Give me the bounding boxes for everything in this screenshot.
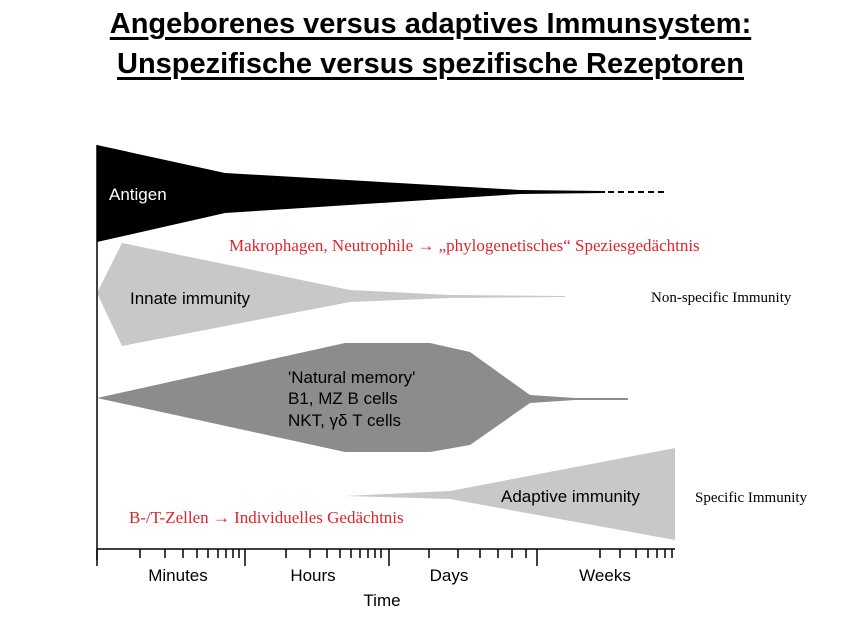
title-line-1: Angeborenes versus adaptives Immunsystem… — [109, 8, 752, 40]
innate-immunity-band — [97, 243, 565, 346]
species-memory-text: „phylogenetisches“ Speziesgedächtnis — [439, 236, 700, 255]
innate-immunity-label: Innate immunity — [130, 289, 250, 308]
innate-cells-annotation: Makrophagen, Neutrophile → „phylogenetis… — [229, 236, 700, 255]
specific-immunity-label: Specific Immunity — [695, 490, 808, 506]
natural-memory-label-line-1: 'Natural memory' — [288, 368, 415, 387]
arrow-icon: → — [417, 236, 434, 255]
time-label-minutes: Minutes — [148, 566, 208, 585]
adaptive-immunity-label: Adaptive immunity — [501, 487, 640, 506]
antigen-band — [97, 145, 605, 242]
adaptive-cells-annotation: B-/T-Zellen → Individuelles Gedächtnis — [129, 508, 404, 527]
time-label-hours: Hours — [290, 566, 335, 585]
natural-memory-label-line-2: B1, MZ B cells — [288, 389, 398, 408]
time-label-weeks: Weeks — [579, 566, 631, 585]
title-line-2: Unspezifische versus spezifische Rezepto… — [117, 48, 744, 80]
time-label-days: Days — [430, 566, 469, 585]
time-axis-title: Time — [363, 591, 400, 610]
individual-memory-text: Individuelles Gedächtnis — [234, 508, 404, 527]
antigen-label: Antigen — [109, 185, 167, 204]
natural-memory-label-line-3: NKT, γδ T cells — [288, 411, 401, 430]
adaptive-cells-text: B-/T-Zellen — [129, 508, 209, 527]
non-specific-immunity-label: Non-specific Immunity — [651, 290, 792, 306]
innate-cells-text: Makrophagen, Neutrophile — [229, 236, 413, 255]
time-axis-ticks — [96, 549, 673, 566]
arrow-icon: → — [213, 508, 230, 527]
adaptive-immunity-band — [345, 448, 675, 540]
natural-memory-band — [97, 343, 628, 452]
